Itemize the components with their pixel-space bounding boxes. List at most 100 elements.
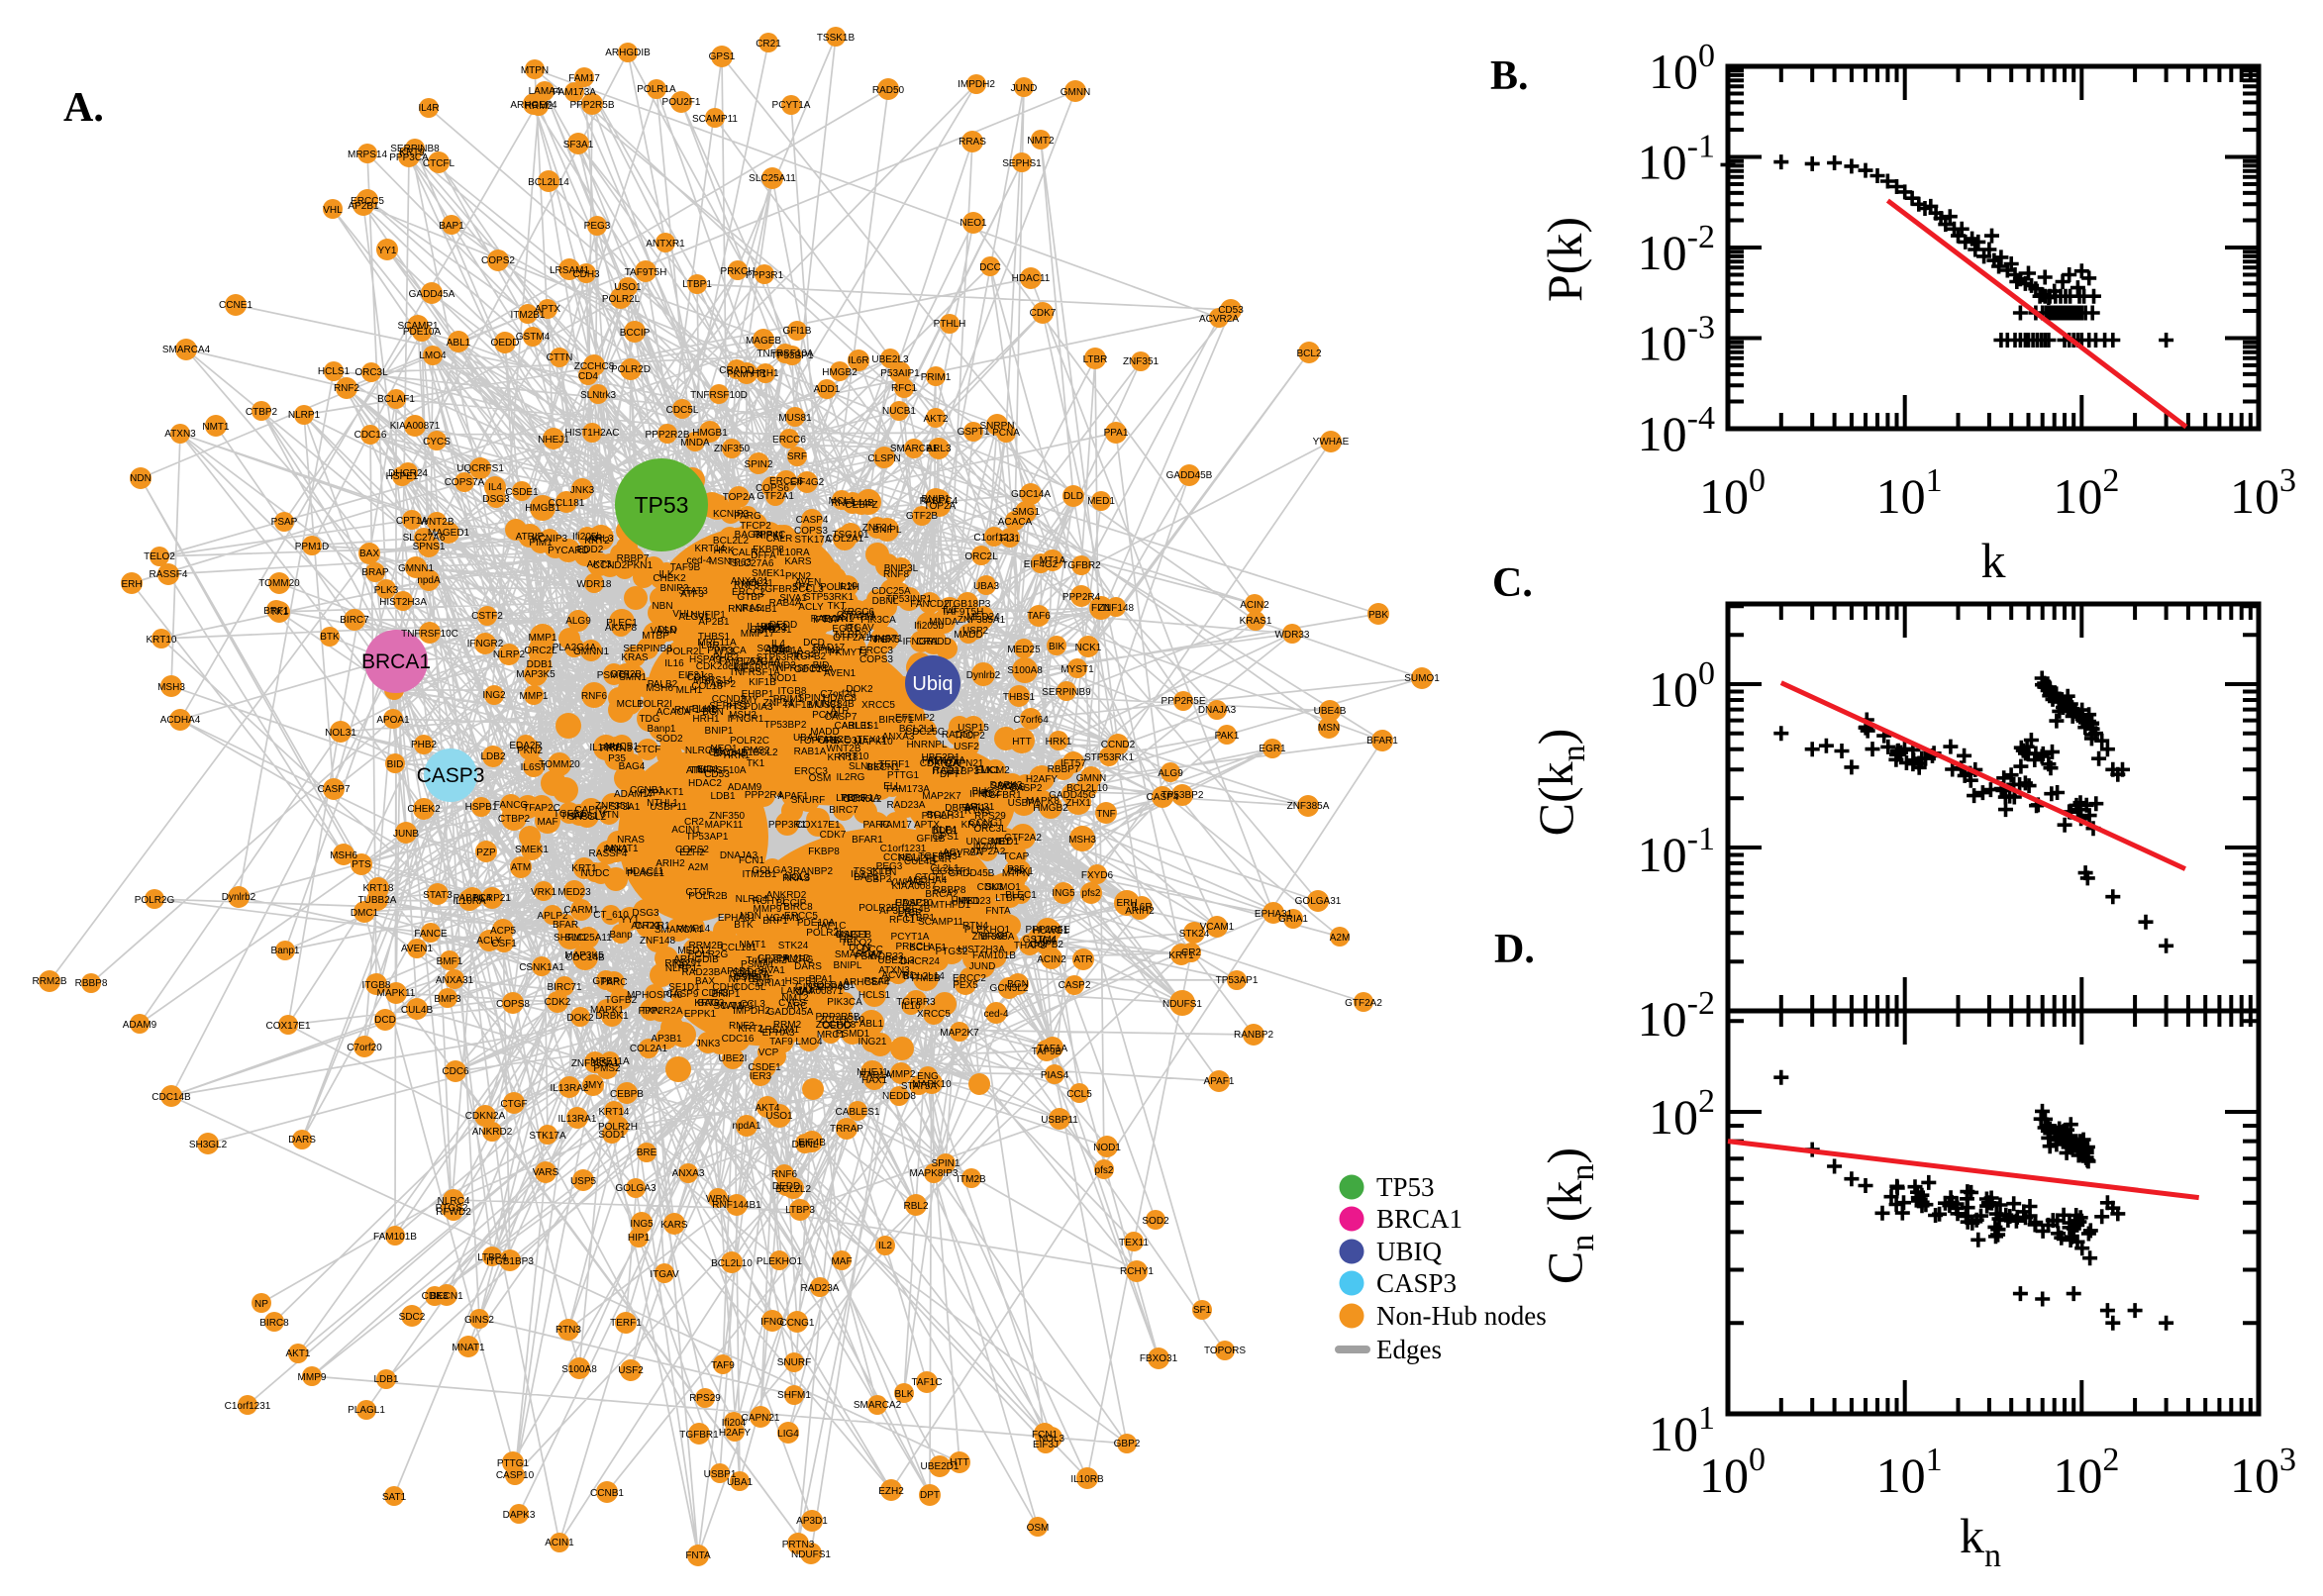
- svg-text:RAD17: RAD17: [933, 765, 965, 776]
- svg-text:SUMO1: SUMO1: [1404, 673, 1440, 684]
- svg-text:BNIP3L: BNIP3L: [884, 563, 919, 574]
- svg-text:npdA1: npdA1: [733, 1121, 761, 1132]
- svg-text:HDAC11: HDAC11: [626, 866, 664, 877]
- svg-text:EZH2: EZH2: [878, 1486, 904, 1497]
- svg-text:TAF6: TAF6: [1027, 611, 1051, 622]
- svg-text:STP53RK: STP53RK: [757, 652, 801, 663]
- svg-text:MYST1: MYST1: [1060, 664, 1094, 675]
- svg-text:TP53BP2: TP53BP2: [764, 720, 807, 731]
- svg-text:HRH1: HRH1: [752, 368, 779, 379]
- svg-text:MNDA: MNDA: [929, 617, 959, 628]
- svg-text:POLR1A: POLR1A: [841, 793, 880, 804]
- svg-text:C7orf64: C7orf64: [1013, 715, 1049, 726]
- svg-text:GOLGA31: GOLGA31: [1295, 896, 1342, 907]
- svg-text:BMF1: BMF1: [437, 956, 463, 967]
- svg-text:SLC27A6: SLC27A6: [403, 533, 446, 544]
- svg-text:BCLAF1: BCLAF1: [909, 943, 947, 953]
- svg-text:SRF: SRF: [787, 451, 807, 462]
- svg-text:GBP2: GBP2: [865, 874, 892, 885]
- svg-text:MAPK8: MAPK8: [1026, 796, 1060, 807]
- svg-text:CDC16: CDC16: [722, 1034, 755, 1045]
- svg-text:RANBP2: RANBP2: [1234, 1030, 1273, 1041]
- svg-text:PPM1D: PPM1D: [295, 542, 329, 552]
- svg-text:PHB2: PHB2: [411, 740, 438, 750]
- svg-text:MAGEB: MAGEB: [746, 336, 781, 347]
- svg-text:BAP1: BAP1: [439, 221, 464, 232]
- svg-text:BIRC7: BIRC7: [340, 615, 369, 626]
- svg-text:RAD23A: RAD23A: [801, 1283, 840, 1294]
- svg-text:DCD: DCD: [803, 638, 825, 648]
- svg-text:MMP1: MMP1: [520, 691, 549, 702]
- svg-text:BIRC71: BIRC71: [547, 982, 581, 993]
- svg-text:COPS2: COPS2: [481, 255, 515, 266]
- svg-text:ING2: ING2: [482, 690, 506, 701]
- svg-text:ARL3: ARL3: [926, 444, 951, 454]
- svg-text:Dynlrb2: Dynlrb2: [222, 892, 256, 903]
- svg-text:ANTXR1: ANTXR1: [646, 239, 685, 249]
- svg-text:FNTA: FNTA: [985, 906, 1011, 917]
- svg-text:IL6R: IL6R: [848, 355, 868, 366]
- svg-text:GBP2: GBP2: [1114, 1439, 1141, 1449]
- svg-text:MED12: MED12: [677, 946, 711, 956]
- svg-text:UBE4B: UBE4B: [1314, 706, 1347, 717]
- svg-text:KIF1B: KIF1B: [749, 677, 776, 688]
- svg-text:TNFRSF10C: TNFRSF10C: [401, 629, 458, 640]
- svg-text:MMP14: MMP14: [676, 924, 711, 935]
- svg-text:HTT: HTT: [1012, 737, 1031, 748]
- svg-text:TP53AP1: TP53AP1: [1216, 975, 1259, 986]
- svg-text:ITM2B1: ITM2B1: [510, 310, 545, 321]
- svg-text:GTF2A1: GTF2A1: [757, 491, 794, 502]
- svg-text:TAF9: TAF9: [711, 1360, 735, 1371]
- svg-text:BCL2L14: BCL2L14: [528, 177, 569, 188]
- svg-text:COPS2: COPS2: [675, 845, 709, 855]
- svg-text:MAP3K5: MAP3K5: [516, 669, 556, 680]
- svg-text:TEX11: TEX11: [857, 735, 886, 746]
- svg-text:KCNIP3: KCNIP3: [532, 534, 568, 545]
- svg-text:POLR2I: POLR2I: [806, 928, 842, 939]
- svg-text:AVEN: AVEN: [795, 577, 822, 588]
- svg-text:PRTN3: PRTN3: [782, 1540, 815, 1550]
- svg-text:TRRAP: TRRAP: [830, 1124, 863, 1135]
- svg-text:H2AFY: H2AFY: [1026, 774, 1059, 785]
- svg-text:XRCC6: XRCC6: [841, 607, 874, 618]
- svg-text:SLNtrk3: SLNtrk3: [580, 390, 617, 401]
- svg-text:RNF6: RNF6: [581, 691, 608, 702]
- svg-text:NDUFS1: NDUFS1: [791, 1549, 831, 1560]
- svg-text:HMGB2: HMGB2: [822, 367, 858, 378]
- svg-text:BRCA1: BRCA1: [1376, 1204, 1463, 1234]
- svg-text:PMS2: PMS2: [593, 1063, 621, 1074]
- svg-text:GADD45B: GADD45B: [1166, 470, 1213, 481]
- svg-text:DPT: DPT: [920, 1490, 940, 1501]
- svg-text:TEX11: TEX11: [1119, 1238, 1149, 1248]
- svg-text:CARM1: CARM1: [563, 905, 598, 916]
- svg-text:MSH3: MSH3: [157, 682, 185, 693]
- svg-text:SMEK1: SMEK1: [752, 568, 785, 579]
- svg-text:GRIA1: GRIA1: [1278, 914, 1308, 925]
- svg-text:JNK3: JNK3: [696, 1039, 721, 1049]
- svg-text:GMNN: GMNN: [1076, 773, 1107, 784]
- svg-text:NRAS: NRAS: [617, 835, 645, 846]
- svg-text:KRAS: KRAS: [621, 652, 649, 663]
- svg-text:XRCC5: XRCC5: [861, 700, 895, 711]
- svg-text:ACLY: ACLY: [798, 602, 824, 613]
- svg-text:CTCF: CTCF: [635, 745, 661, 755]
- svg-text:ING5: ING5: [1052, 888, 1075, 899]
- svg-text:MAP3K5: MAP3K5: [564, 950, 604, 961]
- svg-text:JMY: JMY: [583, 1080, 603, 1091]
- svg-text:MAPK11: MAPK11: [377, 988, 416, 999]
- svg-text:SERPINB9: SERPINB9: [1042, 687, 1091, 698]
- svg-text:TCAP: TCAP: [1003, 851, 1030, 862]
- svg-text:AP3D1: AP3D1: [796, 1516, 828, 1527]
- svg-text:ACIN1: ACIN1: [545, 1538, 574, 1548]
- svg-text:GTF2A2: GTF2A2: [1345, 998, 1382, 1009]
- svg-text:POLR2D: POLR2D: [611, 364, 651, 375]
- svg-text:MED23: MED23: [557, 887, 591, 898]
- svg-text:TERF1: TERF1: [610, 1318, 642, 1329]
- svg-text:SMARCA4: SMARCA4: [162, 345, 211, 355]
- svg-text:MAPK8IP3: MAPK8IP3: [910, 1168, 959, 1179]
- svg-text:HSPB1: HSPB1: [465, 802, 498, 813]
- svg-text:PIAS4: PIAS4: [1041, 1070, 1069, 1081]
- svg-text:RCHY1: RCHY1: [1120, 1266, 1154, 1277]
- svg-text:CTBP2: CTBP2: [246, 407, 278, 418]
- svg-text:GTF2B: GTF2B: [906, 511, 939, 522]
